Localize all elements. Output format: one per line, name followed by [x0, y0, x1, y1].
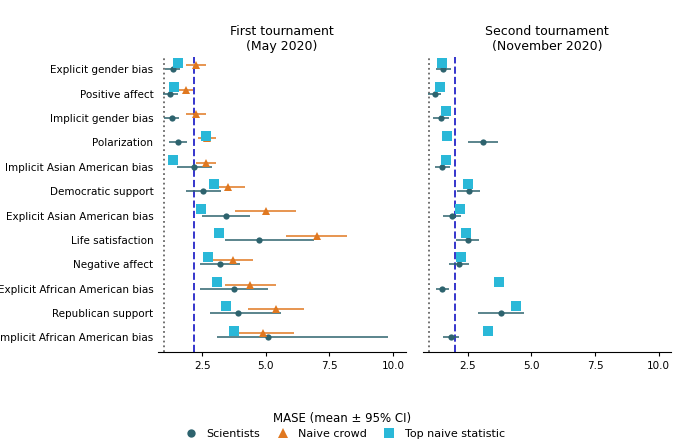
Legend: Scientists, Naive crowd, Top naive statistic: Scientists, Naive crowd, Top naive stati… [175, 424, 510, 440]
Title: First tournament
(May 2020): First tournament (May 2020) [229, 25, 334, 53]
Title: Second tournament
(November 2020): Second tournament (November 2020) [486, 25, 609, 53]
Text: MASE (mean ± 95% CI): MASE (mean ± 95% CI) [273, 412, 412, 425]
